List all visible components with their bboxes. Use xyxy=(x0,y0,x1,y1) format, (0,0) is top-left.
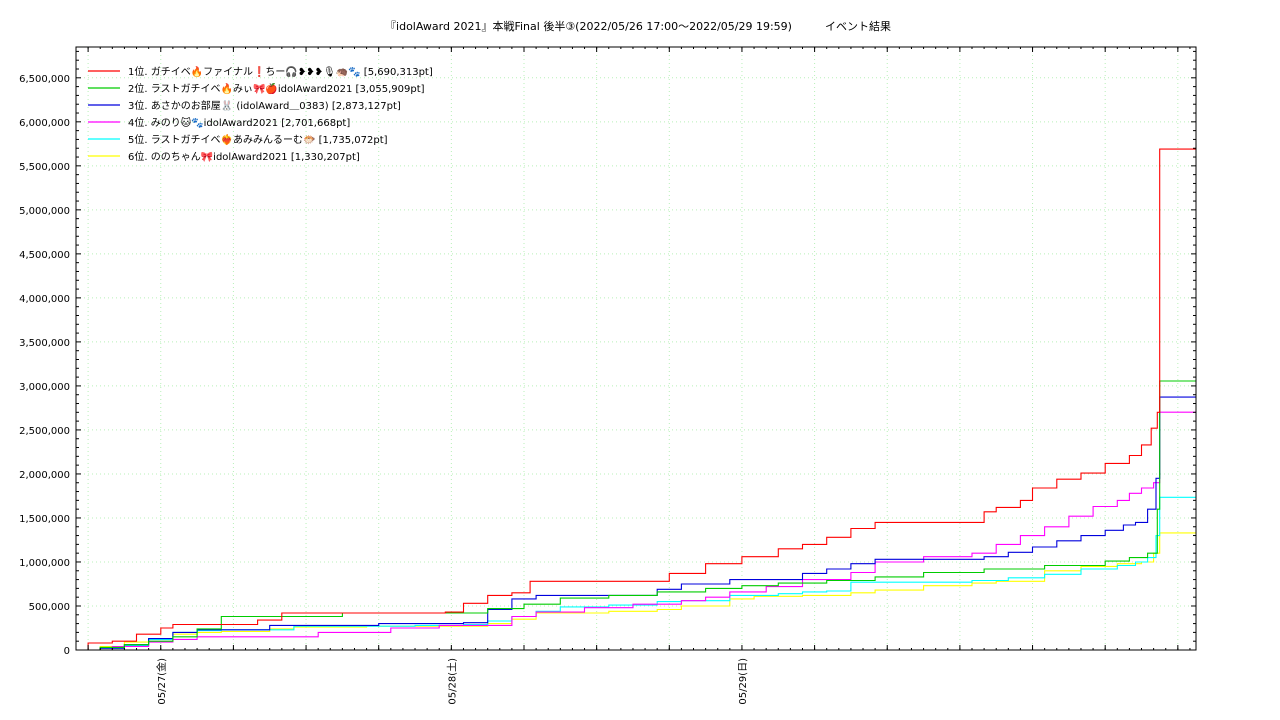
chart-grid xyxy=(76,47,1196,650)
y-tick-label: 3,500,000 xyxy=(19,338,70,349)
series-lines xyxy=(76,148,1196,651)
legend-label: 6位. ののちゃん🎀idolAward2021 [1,330,207pt] xyxy=(128,150,360,163)
y-tick-label: 4,000,000 xyxy=(19,294,70,305)
y-tick-label: 500,000 xyxy=(29,602,70,613)
legend-label: 3位. あさかのお部屋🐰 (idolAward＿0383) [2,873,127… xyxy=(128,99,401,112)
y-tick-label: 5,000,000 xyxy=(19,206,70,217)
x-tick-label: 05/28(土) xyxy=(445,658,458,705)
y-tick-label: 0 xyxy=(64,646,70,657)
x-axis: 05/27(金) 05/28(土) 05/29(日) xyxy=(155,658,749,705)
y-tick-label: 4,500,000 xyxy=(19,250,70,261)
series-line xyxy=(76,532,1196,651)
chart-title: 『idolAward 2021』本戦Final 後半③(2022/05/26 1… xyxy=(385,19,891,33)
y-tick-label: 2,000,000 xyxy=(19,470,70,481)
y-tick-label: 2,500,000 xyxy=(19,426,70,437)
legend-label: 1位. ガチイベ🔥ファイナル❗ちー🎧❥❥❥🎙🦔🐾 [5,690,313pt] xyxy=(128,65,433,78)
legend-label: 2位. ラストガチイベ🔥みぃ🎀🍎idolAward2021 [3,055,909… xyxy=(128,82,425,95)
series-line xyxy=(76,380,1196,651)
minor-ticks xyxy=(75,47,1196,651)
y-tick-label: 6,500,000 xyxy=(19,74,70,85)
x-tick-label: 05/29(日) xyxy=(738,658,749,705)
y-axis: 0 500,000 1,000,000 1,500,000 2,000,000 2,500… xyxy=(19,74,70,657)
plot-frame xyxy=(75,46,1197,651)
series-line xyxy=(76,396,1196,651)
y-tick-label: 3,000,000 xyxy=(19,382,70,393)
series-line xyxy=(76,496,1196,651)
legend-label: 5位. ラストガチイベ❤️‍🔥あみみんるーむ🐡 [1,735,072pt] xyxy=(128,133,388,146)
legend-label: 4位. みのり🐱🐾idolAward2021 [2,701,668pt] xyxy=(128,116,350,129)
x-tick-label: 05/27(金) xyxy=(155,658,168,705)
y-tick-label: 6,000,000 xyxy=(19,118,70,129)
y-tick-label: 5,500,000 xyxy=(19,162,70,173)
y-tick-label: 1,500,000 xyxy=(19,514,70,525)
series-line xyxy=(76,411,1196,651)
y-tick-label: 1,000,000 xyxy=(19,558,70,569)
legend: 1位. ガチイベ🔥ファイナル❗ちー🎧❥❥❥🎙🦔🐾 [5,690,313pt] 2位… xyxy=(88,65,433,163)
series-line xyxy=(76,148,1196,651)
